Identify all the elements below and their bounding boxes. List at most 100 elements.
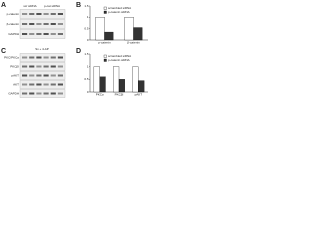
blot-band xyxy=(29,65,35,68)
x-tick-label: PKCβI xyxy=(115,92,124,96)
blot-row-label: p-catenin xyxy=(7,12,20,16)
blot-band xyxy=(36,65,42,68)
legend-label: p-catenin siRNA xyxy=(108,58,130,62)
bar xyxy=(132,66,139,93)
blot-band xyxy=(43,92,49,95)
blot-band xyxy=(50,33,56,35)
blot-band xyxy=(36,33,42,35)
blot-band xyxy=(57,33,63,35)
bar xyxy=(124,17,134,41)
blot-column-label: p-cat siRNA xyxy=(44,4,60,8)
blot-band xyxy=(57,74,63,77)
blot-frame xyxy=(19,9,66,19)
x-tick-label: pAKT xyxy=(135,92,143,96)
legend-swatch xyxy=(103,6,107,10)
y-tick-label: 1 xyxy=(87,15,89,19)
blot-band xyxy=(22,56,28,59)
blot-frame xyxy=(19,53,66,62)
blot-row-label: PKC/PKCα xyxy=(4,55,19,59)
blot-band xyxy=(22,92,28,95)
blot-frame xyxy=(19,89,66,98)
blot-row-label: PKCβI xyxy=(10,64,19,68)
blot-band xyxy=(50,92,56,95)
y-tick-label: 0.5 xyxy=(84,77,89,81)
blot-band xyxy=(29,33,35,35)
blot-band xyxy=(43,83,49,86)
legend-label: scrambled siRNA xyxy=(108,54,131,58)
y-tick-label: 1 xyxy=(87,64,89,68)
blot-band xyxy=(43,33,49,35)
blot-frame xyxy=(19,19,66,29)
blot-band xyxy=(50,23,56,25)
panel-label: D xyxy=(76,48,81,55)
blot-band xyxy=(22,33,28,35)
blot-band xyxy=(36,56,42,59)
blot-band xyxy=(29,74,35,77)
blot-band xyxy=(57,13,63,15)
blot-band xyxy=(50,65,56,68)
x-tick-label: β-catenin xyxy=(127,40,140,44)
blot-band xyxy=(36,23,42,25)
blot-band xyxy=(36,92,42,95)
x-tick-label: p-catenin xyxy=(98,40,111,44)
bar xyxy=(95,17,105,41)
blot-band xyxy=(50,13,56,15)
blot-band xyxy=(50,83,56,86)
bar xyxy=(99,76,106,93)
blot-header: Sv + 4-AP xyxy=(35,47,49,51)
legend-label: scrambled siRNA xyxy=(108,6,131,10)
bar xyxy=(104,31,114,41)
blot-band xyxy=(57,23,63,25)
x-tick-label: PKCα xyxy=(96,92,104,96)
blot-band xyxy=(29,83,35,86)
bar xyxy=(93,66,100,93)
panel-label: C xyxy=(1,48,6,55)
blot-band xyxy=(29,92,35,95)
legend-swatch xyxy=(103,58,107,62)
y-tick-label: 1.5 xyxy=(84,4,89,8)
bar xyxy=(133,27,143,41)
blot-band xyxy=(50,56,56,59)
blot-frame xyxy=(19,71,66,80)
y-tick-label: 1.5 xyxy=(84,52,89,56)
blot-row-label: GAPDH xyxy=(8,91,19,95)
panel-label: B xyxy=(76,2,81,9)
blot-band xyxy=(57,83,63,86)
blot-band xyxy=(22,74,28,77)
blot-row-label: AKT xyxy=(13,82,19,86)
blot-band xyxy=(43,13,49,15)
blot-band xyxy=(29,23,35,25)
blot-band xyxy=(43,23,49,25)
blot-frame xyxy=(19,62,66,71)
blot-row-label: GAPDH xyxy=(8,32,19,36)
blot-band xyxy=(22,83,28,86)
blot-band xyxy=(22,13,28,15)
blot-band xyxy=(50,74,56,77)
blot-band xyxy=(43,74,49,77)
y-tick-label: 0 xyxy=(87,90,89,94)
y-tick-label: 0 xyxy=(87,38,89,42)
blot-column-label: scr siRNA xyxy=(23,4,36,8)
blot-band xyxy=(57,65,63,68)
blot-frame xyxy=(19,80,66,89)
blot-band xyxy=(43,65,49,68)
legend-swatch xyxy=(103,10,107,14)
blot-band xyxy=(57,56,63,59)
blot-band xyxy=(36,74,42,77)
blot-band xyxy=(57,92,63,95)
blot-frame xyxy=(19,29,66,39)
blot-band xyxy=(29,13,35,15)
blot-row-label: β-catenin xyxy=(7,22,20,26)
y-tick-label: 0.5 xyxy=(84,26,89,30)
blot-band xyxy=(36,13,42,15)
blot-band xyxy=(22,23,28,25)
blot-band xyxy=(36,83,42,86)
bar xyxy=(118,79,125,93)
bar xyxy=(138,80,145,93)
panel-label: A xyxy=(1,2,6,9)
bar xyxy=(113,66,120,93)
blot-band xyxy=(22,65,28,68)
blot-band xyxy=(43,56,49,59)
blot-band xyxy=(29,56,35,59)
legend-swatch xyxy=(103,54,107,58)
